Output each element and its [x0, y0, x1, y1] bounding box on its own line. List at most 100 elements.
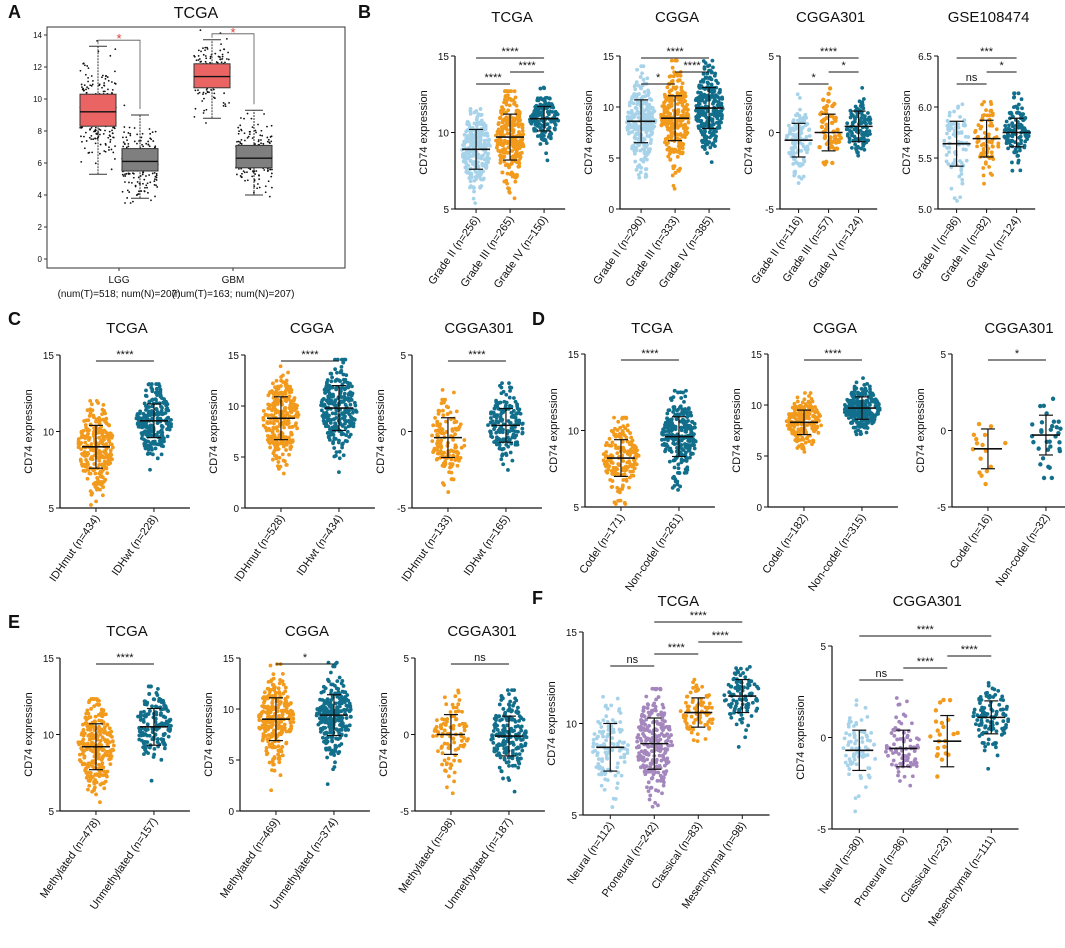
data-point — [681, 418, 686, 423]
data-point — [433, 415, 437, 420]
data-point — [339, 430, 344, 435]
data-point — [1010, 168, 1015, 173]
data-point — [80, 463, 85, 468]
data-point — [122, 175, 125, 177]
data-point — [641, 159, 646, 164]
data-point — [976, 123, 981, 127]
data-point — [99, 470, 104, 475]
data-point — [133, 127, 136, 129]
data-point — [1019, 97, 1024, 102]
data-point — [98, 152, 101, 155]
data-point — [610, 472, 615, 476]
data-point — [491, 410, 496, 415]
data-point — [821, 97, 826, 103]
data-point — [645, 134, 650, 138]
data-point — [153, 184, 156, 186]
data-point — [667, 459, 672, 464]
chart-title: GSE108474 — [948, 9, 1030, 26]
data-point — [333, 367, 338, 372]
data-point — [85, 476, 90, 481]
data-point — [667, 446, 672, 451]
data-point — [212, 88, 215, 91]
data-point — [512, 140, 517, 145]
data-point — [208, 91, 210, 94]
data-point — [103, 84, 106, 87]
data-point — [717, 90, 722, 95]
data-point — [136, 133, 139, 136]
data-point — [807, 127, 812, 132]
data-point — [675, 125, 680, 130]
data-point — [148, 128, 151, 130]
data-point — [642, 147, 647, 152]
data-point — [95, 481, 100, 486]
data-point — [251, 175, 254, 178]
data-point — [632, 459, 637, 464]
y-axis-label: CD74 expression — [418, 90, 430, 174]
data-point — [533, 105, 538, 109]
data-point — [276, 460, 281, 464]
data-point — [641, 64, 646, 69]
y-tick-label: 5.0 — [918, 205, 932, 216]
data-point — [268, 441, 272, 446]
data-point — [96, 39, 98, 42]
data-point — [271, 168, 273, 171]
data-point — [205, 57, 208, 60]
data-point — [671, 183, 676, 188]
data-point — [128, 126, 131, 129]
data-point — [621, 459, 626, 463]
data-point — [278, 364, 283, 369]
data-point — [87, 77, 90, 79]
data-point — [99, 474, 104, 478]
y-tick-label: 5 — [756, 452, 762, 463]
data-point — [711, 101, 715, 106]
data-point — [985, 149, 990, 154]
data-point — [149, 382, 154, 386]
data-point — [331, 432, 336, 437]
box-normal — [121, 148, 159, 172]
data-point — [468, 185, 472, 190]
significance-label: * — [999, 60, 1004, 72]
data-point — [88, 411, 93, 415]
data-point — [669, 58, 674, 63]
data-point — [251, 137, 254, 140]
panel-letter-c: C — [8, 309, 21, 329]
data-point — [676, 78, 680, 83]
data-point — [243, 132, 246, 135]
data-point — [449, 457, 454, 462]
data-point — [203, 109, 206, 112]
data-point — [84, 458, 88, 462]
data-point — [1009, 111, 1014, 116]
data-point — [990, 144, 995, 149]
data-point — [964, 158, 969, 163]
data-point — [513, 442, 518, 447]
data-point — [284, 382, 289, 387]
data-point — [246, 136, 249, 139]
data-point — [682, 105, 687, 110]
data-point — [501, 107, 506, 112]
data-point — [458, 422, 463, 427]
data-point — [109, 141, 112, 143]
data-point — [473, 201, 478, 206]
data-point — [673, 427, 678, 432]
data-point — [158, 438, 163, 442]
data-point — [662, 92, 667, 97]
data-point — [819, 124, 825, 130]
data-point — [125, 146, 128, 149]
data-point — [623, 415, 628, 420]
data-point — [239, 175, 242, 177]
data-point — [94, 499, 98, 504]
data-point — [468, 109, 473, 113]
data-point — [859, 116, 864, 121]
data-point — [642, 151, 647, 155]
box-tumor — [79, 93, 117, 127]
data-point — [147, 140, 150, 143]
y-tick-label: 0 — [400, 428, 406, 439]
data-point — [973, 130, 977, 135]
data-point — [86, 86, 88, 89]
data-point — [270, 186, 273, 189]
data-point — [633, 136, 637, 141]
data-point — [200, 60, 203, 63]
data-point — [246, 179, 249, 182]
data-point — [155, 174, 158, 177]
data-point — [676, 488, 680, 492]
